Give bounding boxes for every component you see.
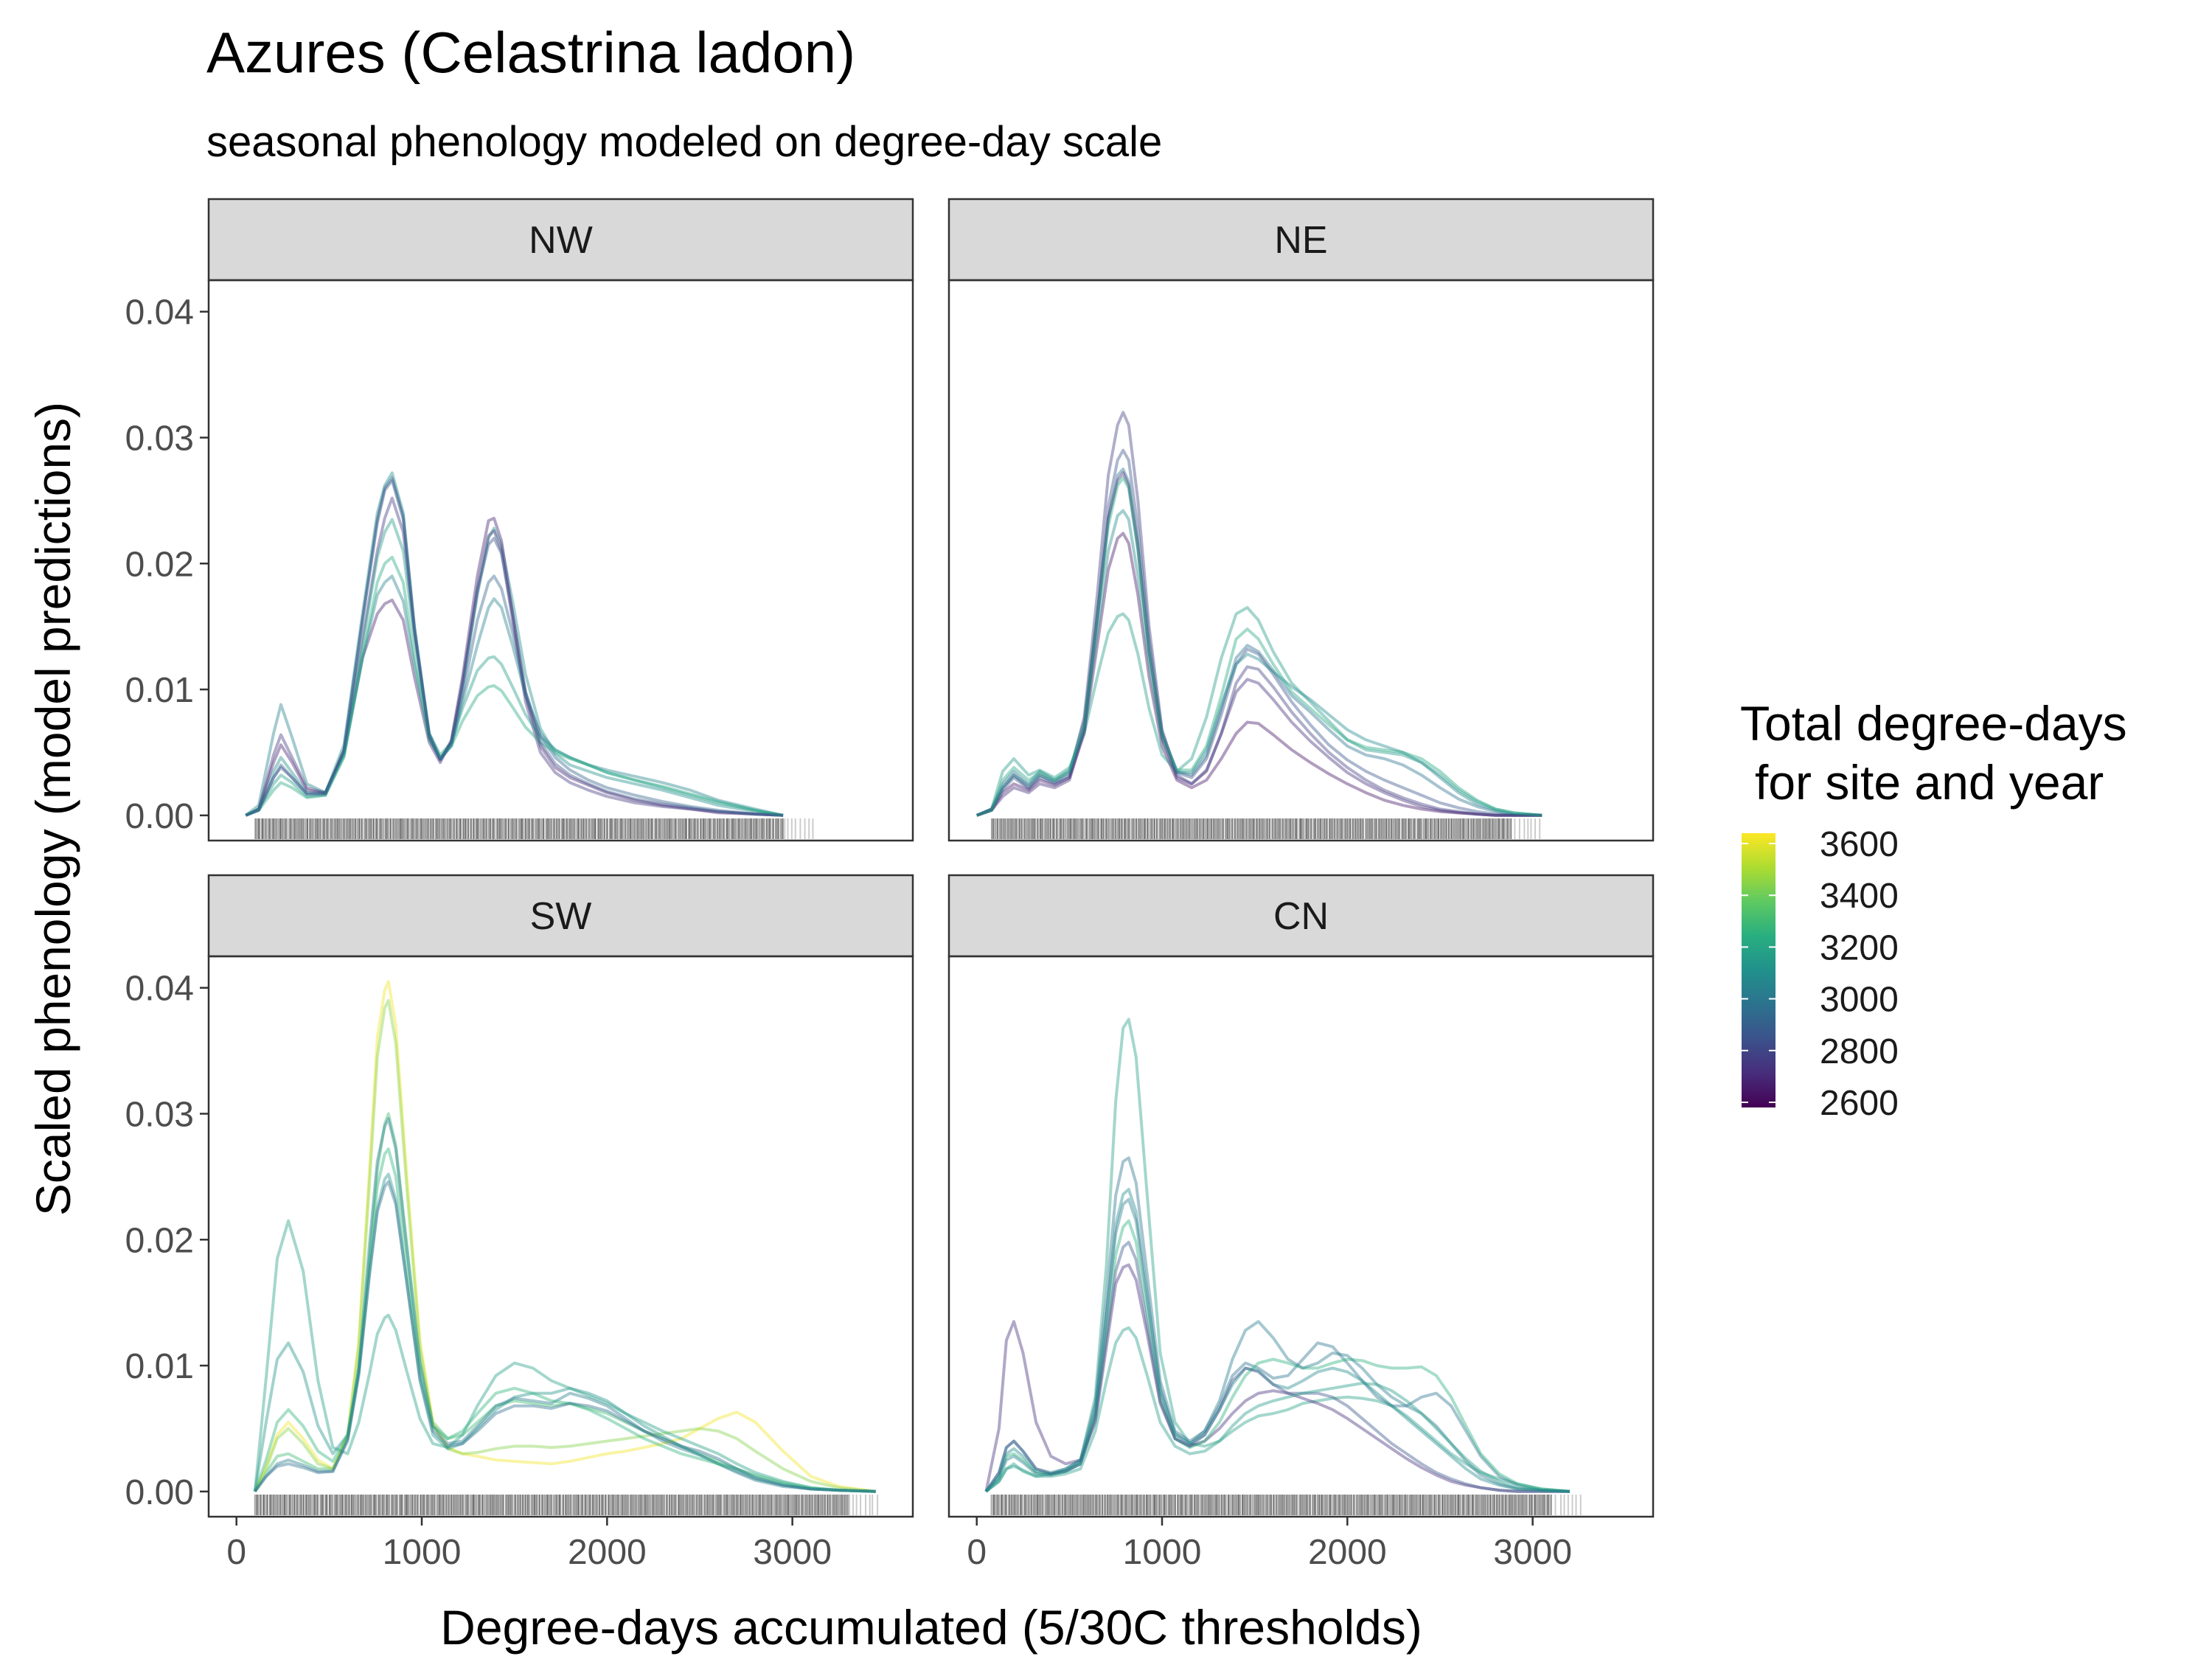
facet-strip [947,874,1655,958]
series-line-nw-6 [245,476,784,817]
y-tick-label: 0.04 [125,970,194,1009]
series-line-cn-2 [984,1263,1570,1493]
series-line-nw-1 [245,471,784,817]
y-tick-label: 0.02 [125,545,194,584]
y-tick-label: 0.04 [125,293,194,333]
legend-tick-label: 2800 [1820,1032,1899,1071]
series-line-sw-4 [253,1219,876,1493]
y-tick-label: 0.03 [125,1095,194,1134]
series-line-ne-5 [975,448,1543,817]
series-line-nw-8 [245,479,784,817]
x-tick-label: 1000 [383,1533,462,1572]
y-axis-title: Scaled phenology (model predictions) [26,402,80,1216]
series-line-ne-1 [975,467,1543,817]
legend-ticks: 3600 3400 3200 3000 2800 2600 [1742,825,1899,1123]
chart-subtitle: seasonal phenology modeled on degree-day… [206,118,1162,166]
x-tick-label: 1000 [1123,1533,1202,1572]
series-line-sw-3 [254,998,876,1493]
facet-strip [207,198,914,282]
series-line-sw-8 [254,1180,876,1493]
color-legend: Total degree-days for site and year 3600… [1740,696,2127,1123]
facet-strip [207,874,914,958]
facet-panel-cn: CN 0 1000 2000 3000 [947,874,1655,1572]
series-line-nw-4 [245,574,784,817]
x-tick-label: 0 [226,1533,246,1572]
x-tick-label: 0 [967,1533,987,1572]
series-line-cn-8 [985,1326,1570,1493]
y-tick-label: 0.00 [125,797,194,836]
panel-border [947,955,1655,1518]
facet-panel-sw: SW 0.00 0.01 0.02 0.03 0.04 0 1000 2000 3000 [125,874,914,1572]
facet-strip [947,198,1655,282]
y-tick-label: 0.03 [125,419,194,458]
y-tick-label: 0.00 [125,1473,194,1512]
panel-border [207,955,914,1518]
series-line-sw-1 [254,1112,876,1493]
x-tick-label: 3000 [1493,1533,1572,1572]
legend-title-line-2: for site and year [1755,755,2104,810]
series-line-nw-2 [245,516,784,817]
rug-marks [990,818,1541,839]
facet-panels: NW 0.00 0.01 0.02 0.03 0.04 NE SW 0.00 0.01 0.02 0.… [125,198,1655,1572]
series-line-cn-4 [984,1188,1570,1493]
series-line-cn-5 [984,1219,1571,1493]
y-tick-label: 0.01 [125,671,194,710]
x-tick-label: 2000 [1308,1533,1387,1572]
legend-tick-label: 3600 [1820,825,1899,864]
series-line-cn-6 [984,1240,1570,1493]
x-tick-label: 2000 [568,1533,647,1572]
y-tick-label: 0.02 [125,1221,194,1260]
series-line-sw-2 [253,980,876,1493]
legend-tick-label: 3200 [1820,928,1899,967]
series-line-ne-4 [975,606,1543,817]
legend-tick-label: 3400 [1820,877,1899,916]
series-line-sw-6 [254,1117,876,1493]
rug-marks [990,1495,1582,1515]
series-line-nw-7 [245,555,784,817]
series-line-ne-2 [976,532,1543,817]
facet-strip-label: NW [529,219,593,262]
rug-marks [254,1495,879,1515]
legend-tick-label: 2600 [1820,1084,1899,1123]
x-axis-title: Degree-days accumulated (5/30C threshold… [440,1600,1422,1655]
legend-colorbar [1742,833,1775,1107]
facet-panel-ne: NE [947,198,1655,842]
facet-strip-label: CN [1273,895,1329,938]
series-line-ne-8 [976,476,1543,817]
panel-border [947,279,1655,842]
series-line-nw-5 [245,518,784,817]
series-line-ne-6 [976,509,1543,817]
legend-tick-label: 3000 [1820,981,1899,1020]
x-tick-label: 3000 [753,1533,832,1572]
panel-border [207,279,914,842]
facet-strip-label: SW [530,895,592,938]
rug-marks [254,818,814,839]
series-line-ne-3 [975,411,1543,817]
series-line-cn-7 [984,1197,1570,1493]
facet-strip-label: NE [1274,219,1327,262]
y-tick-label: 0.01 [125,1347,194,1386]
series-line-nw-3 [245,496,784,817]
series-line-ne-7 [976,471,1543,817]
series-line-sw-5 [253,1172,876,1493]
facet-panel-nw: NW 0.00 0.01 0.02 0.03 0.04 [125,198,914,842]
series-line-cn-1 [985,1018,1571,1493]
legend-title-line-1: Total degree-days [1740,696,2127,751]
series-line-sw-7 [253,1147,876,1493]
series-line-cn-3 [984,1156,1570,1493]
chart-title: Azures (Celastrina ladon) [206,20,855,85]
